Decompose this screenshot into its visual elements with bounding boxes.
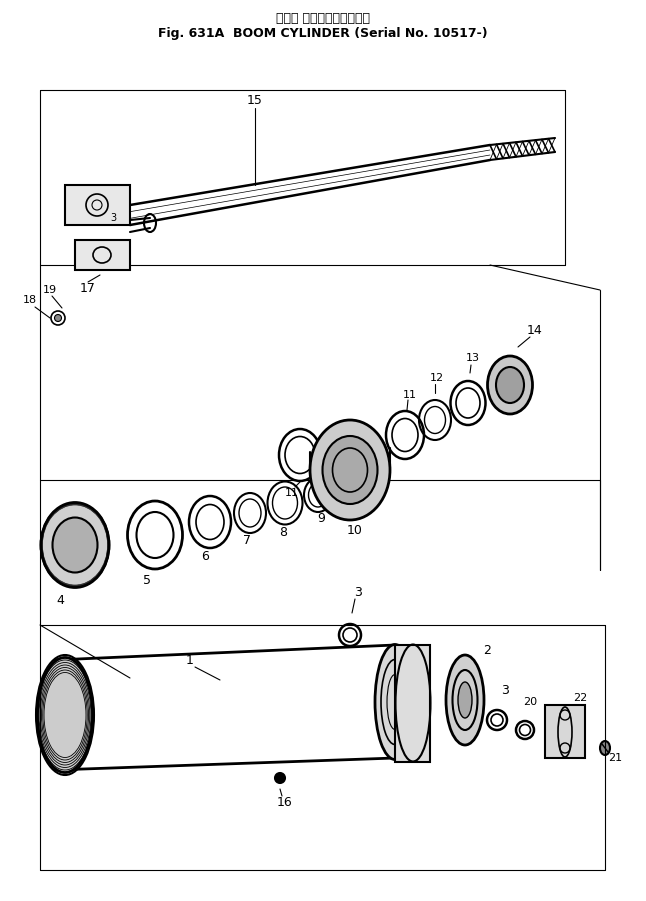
Ellipse shape <box>322 436 377 504</box>
Text: 17: 17 <box>80 281 96 295</box>
Text: 9: 9 <box>317 512 325 524</box>
Text: Fig. 631A  BOOM CYLINDER (Serial No. 10517-): Fig. 631A BOOM CYLINDER (Serial No. 1051… <box>158 26 488 40</box>
Polygon shape <box>75 240 130 270</box>
Text: 21: 21 <box>608 753 622 763</box>
Polygon shape <box>545 705 585 758</box>
Text: 11: 11 <box>403 390 417 400</box>
Text: 16: 16 <box>277 796 293 809</box>
Text: 4: 4 <box>56 594 64 606</box>
Ellipse shape <box>446 655 484 745</box>
Text: 12: 12 <box>430 373 444 383</box>
Text: 7: 7 <box>243 534 251 548</box>
Ellipse shape <box>458 682 472 718</box>
Ellipse shape <box>310 420 390 520</box>
Text: 2: 2 <box>483 643 491 657</box>
Text: 3: 3 <box>501 684 509 696</box>
Ellipse shape <box>496 367 524 403</box>
Text: 18: 18 <box>23 295 37 305</box>
Text: 15: 15 <box>247 94 263 106</box>
Text: 14: 14 <box>527 323 543 336</box>
Text: 11: 11 <box>285 488 299 498</box>
Text: 10: 10 <box>347 523 363 536</box>
Text: 6: 6 <box>201 551 209 563</box>
Text: 19: 19 <box>43 285 57 295</box>
Ellipse shape <box>375 644 415 760</box>
Ellipse shape <box>52 517 98 572</box>
Ellipse shape <box>54 314 61 322</box>
Text: 3: 3 <box>110 213 116 223</box>
Ellipse shape <box>41 503 109 587</box>
Text: 13: 13 <box>466 353 480 363</box>
Ellipse shape <box>275 773 285 783</box>
Text: ブーム シリンダ（適用号機: ブーム シリンダ（適用号機 <box>276 12 370 24</box>
Text: 8: 8 <box>279 526 287 540</box>
Text: 20: 20 <box>523 697 537 707</box>
Polygon shape <box>395 645 430 762</box>
Ellipse shape <box>37 658 92 772</box>
Text: 5: 5 <box>143 574 151 587</box>
Ellipse shape <box>488 356 532 414</box>
Polygon shape <box>65 185 130 225</box>
Ellipse shape <box>600 741 610 755</box>
Text: 3: 3 <box>354 587 362 599</box>
Text: 22: 22 <box>573 693 587 703</box>
Text: 1: 1 <box>186 653 194 667</box>
